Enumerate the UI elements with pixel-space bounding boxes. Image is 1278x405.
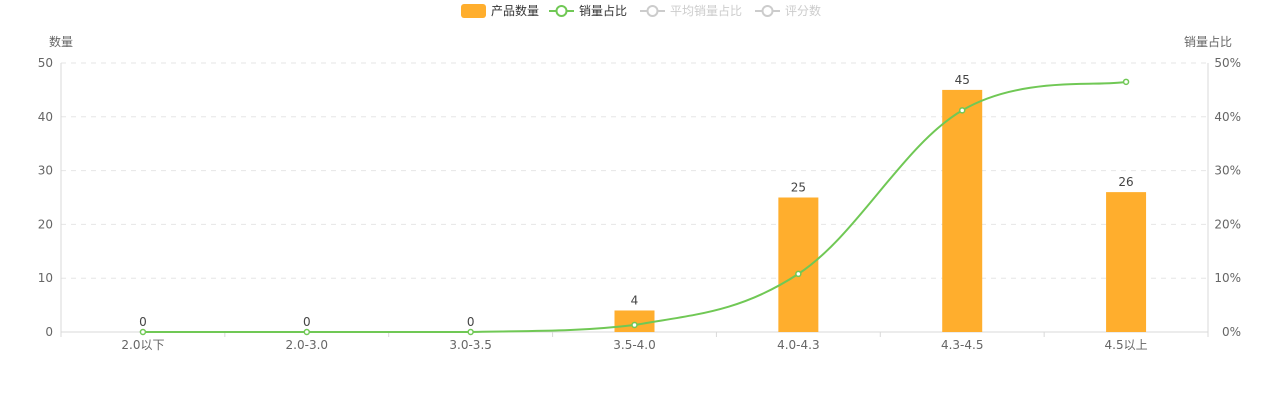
y-left-tick-label: 0 (45, 325, 53, 339)
bar-data-label: 0 (467, 315, 475, 329)
line-point[interactable] (795, 270, 802, 278)
line-point[interactable] (631, 321, 638, 329)
bar[interactable] (942, 89, 983, 333)
axes: 2.0以下 2.0-3.0 3.0-3.5 3.5-4.0 4.0-4.3 4.3-4.5… (60, 63, 1209, 352)
y-right-tick-label: 40% (1214, 110, 1241, 124)
y-right-tick-label: 20% (1214, 217, 1241, 231)
x-tick-label: 2.0-3.0 (286, 338, 329, 352)
line-point[interactable] (139, 328, 147, 336)
legend-item-2[interactable]: 平均销量占比 (640, 3, 742, 18)
y-right-tick-label: 10% (1214, 271, 1241, 285)
legend-swatch-marker (761, 5, 774, 17)
y-right-axis-title: 销量占比 (1184, 34, 1232, 49)
line-point[interactable] (958, 107, 966, 114)
y-right-tick-label: 0% (1222, 325, 1241, 339)
y-left-tick-label: 20 (38, 217, 53, 231)
y-left-tick-label: 50 (38, 56, 53, 70)
x-tick-label: 3.5-4.0 (613, 338, 656, 352)
x-tick-label: 2.0以下 (121, 338, 164, 352)
legend-swatch-marker (646, 5, 659, 17)
data-labels: 0 0 0 4 25 45 26 (139, 73, 1134, 329)
legend-swatch-marker (555, 5, 568, 17)
legend-label: 销量占比 (579, 3, 627, 18)
line-point[interactable] (467, 328, 474, 336)
x-tick-label: 4.3-4.5 (941, 338, 984, 352)
legend[interactable]: 产品数量 销量占比 平均销量占比 评分数 (461, 3, 821, 18)
bar-data-label: 0 (303, 315, 311, 329)
x-tick-label: 4.5以上 (1105, 338, 1148, 352)
legend-label: 产品数量 (491, 3, 539, 18)
bar-data-label: 45 (955, 73, 970, 87)
bar[interactable] (1106, 192, 1147, 332)
legend-item-0[interactable]: 产品数量 (461, 3, 539, 18)
y-left-tick-label: 10 (38, 271, 53, 285)
bar-data-label: 0 (139, 315, 147, 329)
bar-data-label: 4 (631, 293, 639, 307)
y-left-axis-title: 数量 (49, 34, 73, 49)
x-tick-label: 3.0-3.5 (449, 338, 492, 352)
legend-item-1[interactable]: 销量占比 (549, 3, 627, 18)
legend-label: 评分数 (785, 3, 821, 18)
y-right-tick-label: 50% (1214, 56, 1241, 70)
bar-series[interactable] (614, 89, 1147, 333)
legend-label: 平均销量占比 (670, 3, 742, 18)
line-point[interactable] (1122, 78, 1130, 86)
bar-data-label: 26 (1118, 175, 1133, 189)
y-right-tick-label: 30% (1214, 164, 1241, 178)
y-left-tick-label: 30 (38, 164, 53, 178)
bar-data-label: 25 (791, 181, 806, 195)
line-point[interactable] (303, 328, 311, 336)
x-tick-label: 4.0-4.3 (777, 338, 820, 352)
y-left-tick-label: 40 (38, 110, 53, 124)
legend-swatch-bar (461, 4, 486, 18)
bar[interactable] (614, 310, 655, 332)
line-series[interactable] (139, 78, 1130, 336)
legend-item-3[interactable]: 评分数 (755, 3, 821, 18)
